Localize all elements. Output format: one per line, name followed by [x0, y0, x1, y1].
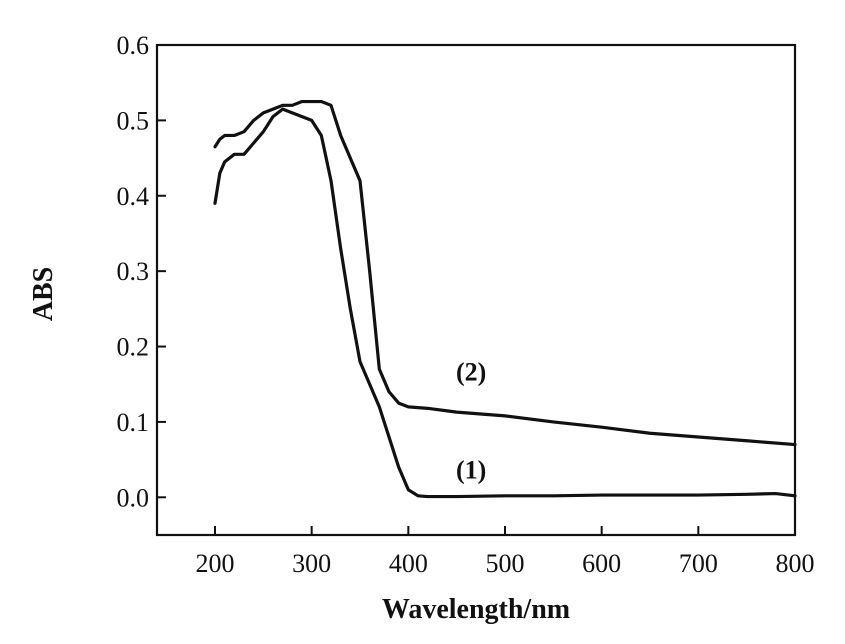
y-tick-label-0: 0.0 — [117, 483, 150, 512]
series-label-2: (2) — [456, 357, 486, 386]
y-tick-label-0-1: 0.1 — [117, 408, 150, 437]
series-lines — [213, 99, 797, 499]
y-tick-label-0-6: 0.6 — [117, 31, 150, 60]
x-tick-label-300: 300 — [292, 549, 331, 578]
x-axis-title: Wavelength/nm — [382, 594, 570, 625]
series-line-1 — [213, 107, 797, 499]
x-tick-label-600: 600 — [582, 549, 621, 578]
y-tick-label-0-3: 0.3 — [117, 257, 150, 286]
y-tick-label-0-5: 0.5 — [117, 106, 150, 135]
plot-frame — [155, 43, 797, 537]
series-labels: (1) (2) — [456, 357, 486, 484]
y-axis-title: ABS — [28, 267, 59, 321]
y-tick-label-0-4: 0.4 — [117, 182, 150, 211]
series-label-1: (1) — [456, 455, 486, 484]
x-tick-label-200: 200 — [196, 549, 235, 578]
x-axis-ticks: 200 300 400 500 600 700 800 — [196, 526, 815, 578]
series-line-2 — [213, 99, 797, 447]
y-tick-label-0-2: 0.2 — [117, 333, 150, 362]
x-tick-label-800: 800 — [776, 549, 815, 578]
y-axis-ticks: 0.0 0.1 0.2 0.3 0.4 0.5 0.6 — [117, 31, 166, 512]
x-tick-label-400: 400 — [389, 549, 428, 578]
x-tick-label-700: 700 — [679, 549, 718, 578]
x-tick-label-500: 500 — [486, 549, 525, 578]
